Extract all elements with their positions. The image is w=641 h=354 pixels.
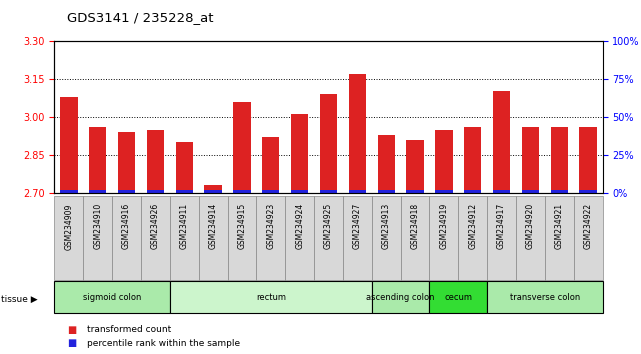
Text: ■: ■ xyxy=(67,338,76,348)
Bar xyxy=(464,190,481,193)
Text: GSM234921: GSM234921 xyxy=(554,203,564,249)
Bar xyxy=(83,196,112,280)
Bar xyxy=(285,196,314,280)
Bar xyxy=(522,190,539,193)
Bar xyxy=(464,127,481,193)
Text: percentile rank within the sample: percentile rank within the sample xyxy=(87,339,240,348)
Text: GSM234914: GSM234914 xyxy=(208,203,218,249)
Bar xyxy=(176,190,193,193)
Text: GSM234916: GSM234916 xyxy=(122,203,131,249)
Bar xyxy=(118,132,135,193)
Bar xyxy=(170,196,199,280)
Text: sigmoid colon: sigmoid colon xyxy=(83,293,142,302)
Text: GSM234927: GSM234927 xyxy=(353,203,362,249)
Bar xyxy=(314,196,343,280)
Text: GSM234911: GSM234911 xyxy=(179,203,189,249)
Text: transverse colon: transverse colon xyxy=(510,293,580,302)
Bar xyxy=(429,196,458,280)
Bar xyxy=(545,196,574,280)
Bar xyxy=(170,281,372,313)
Bar xyxy=(493,190,510,193)
Text: GSM234925: GSM234925 xyxy=(324,203,333,249)
Bar xyxy=(522,127,539,193)
Text: GSM234917: GSM234917 xyxy=(497,203,506,249)
Text: GSM234926: GSM234926 xyxy=(151,203,160,249)
Bar xyxy=(320,190,337,193)
Bar xyxy=(435,190,453,193)
Bar xyxy=(233,190,251,193)
Bar xyxy=(112,196,141,280)
Bar xyxy=(378,135,395,193)
Text: cecum: cecum xyxy=(444,293,472,302)
Bar xyxy=(204,185,222,193)
Bar xyxy=(401,196,429,280)
Text: GSM234924: GSM234924 xyxy=(295,203,304,249)
Bar xyxy=(349,74,366,193)
Bar xyxy=(54,196,83,280)
Bar xyxy=(343,196,372,280)
Text: transformed count: transformed count xyxy=(87,325,171,335)
Bar xyxy=(429,281,487,313)
Bar xyxy=(574,196,603,280)
Bar xyxy=(199,196,228,280)
Bar xyxy=(262,137,279,193)
Bar xyxy=(262,190,279,193)
Text: ■: ■ xyxy=(67,325,76,335)
Bar xyxy=(551,127,568,193)
Bar xyxy=(487,281,603,313)
Text: GSM234909: GSM234909 xyxy=(64,203,74,250)
Bar xyxy=(147,130,164,193)
Bar xyxy=(291,190,308,193)
Bar xyxy=(372,281,429,313)
Bar xyxy=(406,190,424,193)
Bar xyxy=(435,130,453,193)
Bar xyxy=(256,196,285,280)
Bar xyxy=(320,94,337,193)
Bar xyxy=(60,97,78,193)
Bar xyxy=(228,196,256,280)
Bar xyxy=(487,196,516,280)
Text: tissue ▶: tissue ▶ xyxy=(1,295,37,304)
Bar xyxy=(579,190,597,193)
Bar xyxy=(378,190,395,193)
Text: GSM234918: GSM234918 xyxy=(410,203,420,249)
Bar xyxy=(54,281,170,313)
Bar xyxy=(118,190,135,193)
Text: ascending colon: ascending colon xyxy=(367,293,435,302)
Bar xyxy=(493,91,510,193)
Bar xyxy=(372,196,401,280)
Bar xyxy=(551,190,568,193)
Text: GSM234915: GSM234915 xyxy=(237,203,247,249)
Text: GSM234912: GSM234912 xyxy=(468,203,478,249)
Bar xyxy=(204,190,222,193)
Text: GDS3141 / 235228_at: GDS3141 / 235228_at xyxy=(67,11,214,24)
Text: GSM234910: GSM234910 xyxy=(93,203,103,249)
Bar xyxy=(141,196,170,280)
Text: GSM234923: GSM234923 xyxy=(266,203,276,249)
Bar xyxy=(516,196,545,280)
Bar xyxy=(349,190,366,193)
Bar xyxy=(458,196,487,280)
Bar xyxy=(579,127,597,193)
Bar xyxy=(147,190,164,193)
Text: GSM234919: GSM234919 xyxy=(439,203,449,249)
Text: rectum: rectum xyxy=(256,293,286,302)
Bar xyxy=(60,190,78,193)
Text: GSM234920: GSM234920 xyxy=(526,203,535,249)
Bar xyxy=(176,142,193,193)
Bar xyxy=(406,139,424,193)
Bar xyxy=(291,114,308,193)
Bar xyxy=(89,190,106,193)
Bar xyxy=(89,127,106,193)
Bar xyxy=(233,102,251,193)
Text: GSM234922: GSM234922 xyxy=(583,203,593,249)
Text: GSM234913: GSM234913 xyxy=(381,203,391,249)
